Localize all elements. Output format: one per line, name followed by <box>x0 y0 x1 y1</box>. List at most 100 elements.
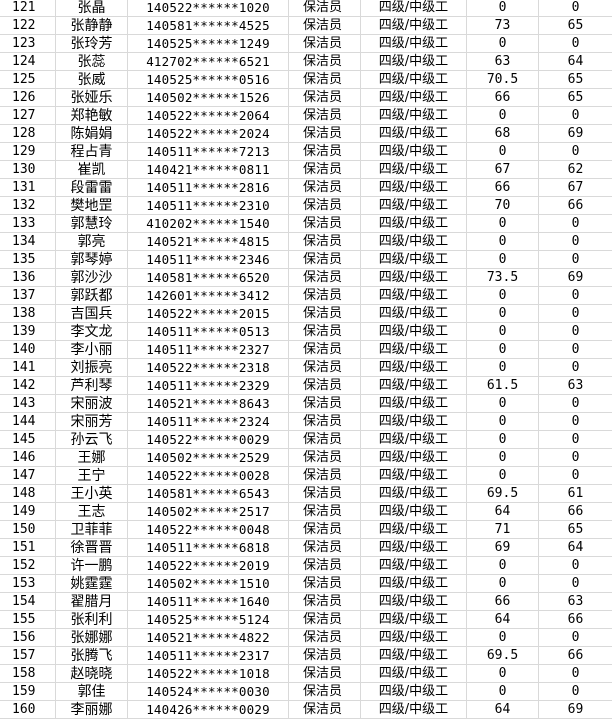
score-2-cell[interactable]: 62 <box>567 162 584 177</box>
score-2-cell[interactable]: 0 <box>571 450 580 465</box>
grade-cell[interactable]: 四级/中级工 <box>361 233 467 250</box>
name-cell[interactable]: 张玲芳 <box>56 35 128 52</box>
id-number-cell[interactable]: 140511******2324 <box>128 413 289 430</box>
job-title-cell[interactable]: 保洁员 <box>289 377 361 394</box>
score-2-cell[interactable]: 66 <box>567 504 584 519</box>
job-title-cell[interactable]: 保洁员 <box>289 143 361 160</box>
job-title-cell[interactable]: 保洁员 <box>289 71 361 88</box>
grade-cell[interactable]: 四级/中级工 <box>361 629 467 646</box>
job-title-cell[interactable]: 保洁员 <box>289 323 361 340</box>
grade-cell[interactable]: 四级/中级工 <box>361 341 467 358</box>
score-1-cell[interactable]: 0 <box>467 35 539 52</box>
score-2-cell[interactable]: 63 <box>567 378 584 393</box>
score-1-cell[interactable]: 68 <box>467 125 539 142</box>
row-number-cell[interactable]: 133 <box>0 215 56 232</box>
row-number-cell[interactable]: 149 <box>0 503 56 520</box>
grade-cell[interactable]: 四级/中级工 <box>361 395 467 412</box>
id-number-cell[interactable]: 140511******2310 <box>128 197 289 214</box>
name-cell[interactable]: 吉国兵 <box>56 305 128 322</box>
grade-cell[interactable]: 四级/中级工 <box>361 467 467 484</box>
name-cell[interactable]: 郭沙沙 <box>56 269 128 286</box>
row-number-cell[interactable]: 155 <box>0 611 56 628</box>
job-title-cell[interactable]: 保洁员 <box>289 233 361 250</box>
job-title-cell[interactable]: 保洁员 <box>289 161 361 178</box>
score-1-cell[interactable]: 66 <box>467 89 539 106</box>
id-number-cell[interactable]: 140511******2346 <box>128 251 289 268</box>
id-number-cell[interactable]: 140525******5124 <box>128 611 289 628</box>
id-number-cell[interactable]: 140581******6520 <box>128 269 289 286</box>
score-2-cell[interactable]: 0 <box>571 288 580 303</box>
id-number-cell[interactable]: 412702******6521 <box>128 53 289 70</box>
job-title-cell[interactable]: 保洁员 <box>289 521 361 538</box>
id-number-cell[interactable]: 140522******1020 <box>128 0 289 16</box>
job-title-cell[interactable]: 保洁员 <box>289 413 361 430</box>
score-2-cell[interactable]: 65 <box>567 522 584 537</box>
grade-cell[interactable]: 四级/中级工 <box>361 215 467 232</box>
job-title-cell[interactable]: 保洁员 <box>289 215 361 232</box>
score-2-cell[interactable]: 69 <box>567 270 584 285</box>
grade-cell[interactable]: 四级/中级工 <box>361 557 467 574</box>
score-1-cell[interactable]: 66 <box>467 179 539 196</box>
name-cell[interactable]: 翟腊月 <box>56 593 128 610</box>
name-cell[interactable]: 徐晋晋 <box>56 539 128 556</box>
id-number-cell[interactable]: 140511******7213 <box>128 143 289 160</box>
score-2-cell[interactable]: 66 <box>567 612 584 627</box>
id-number-cell[interactable]: 140522******0028 <box>128 467 289 484</box>
score-1-cell[interactable]: 64 <box>467 503 539 520</box>
score-1-cell[interactable]: 64 <box>467 611 539 628</box>
id-number-cell[interactable]: 140511******2317 <box>128 647 289 664</box>
grade-cell[interactable]: 四级/中级工 <box>361 125 467 142</box>
score-1-cell[interactable]: 0 <box>467 359 539 376</box>
score-1-cell[interactable]: 0 <box>467 467 539 484</box>
name-cell[interactable]: 张娜娜 <box>56 629 128 646</box>
id-number-cell[interactable]: 140421******0811 <box>128 161 289 178</box>
row-number-cell[interactable]: 128 <box>0 125 56 142</box>
score-1-cell[interactable]: 0 <box>467 683 539 700</box>
score-2-cell[interactable]: 61 <box>567 486 584 501</box>
job-title-cell[interactable]: 保洁员 <box>289 53 361 70</box>
id-number-cell[interactable]: 140525******0516 <box>128 71 289 88</box>
name-cell[interactable]: 张娅乐 <box>56 89 128 106</box>
score-1-cell[interactable]: 66 <box>467 593 539 610</box>
name-cell[interactable]: 张腾飞 <box>56 647 128 664</box>
id-number-cell[interactable]: 140502******1510 <box>128 575 289 592</box>
name-cell[interactable]: 郭琴婷 <box>56 251 128 268</box>
name-cell[interactable]: 樊地罡 <box>56 197 128 214</box>
score-2-cell[interactable]: 0 <box>571 684 580 699</box>
score-2-cell[interactable]: 0 <box>571 342 580 357</box>
name-cell[interactable]: 陈娟娟 <box>56 125 128 142</box>
row-number-cell[interactable]: 132 <box>0 197 56 214</box>
score-1-cell[interactable]: 0 <box>467 413 539 430</box>
name-cell[interactable]: 郑艳敏 <box>56 107 128 124</box>
id-number-cell[interactable]: 140522******2024 <box>128 125 289 142</box>
name-cell[interactable]: 郭慧玲 <box>56 215 128 232</box>
id-number-cell[interactable]: 140525******1249 <box>128 35 289 52</box>
id-number-cell[interactable]: 140522******2064 <box>128 107 289 124</box>
id-number-cell[interactable]: 140511******1640 <box>128 593 289 610</box>
id-number-cell[interactable]: 140522******0029 <box>128 431 289 448</box>
name-cell[interactable]: 郭亮 <box>56 233 128 250</box>
name-cell[interactable]: 王志 <box>56 503 128 520</box>
grade-cell[interactable]: 四级/中级工 <box>361 0 467 16</box>
score-1-cell[interactable]: 0 <box>467 395 539 412</box>
score-1-cell[interactable]: 0 <box>467 665 539 682</box>
grade-cell[interactable]: 四级/中级工 <box>361 683 467 700</box>
row-number-cell[interactable]: 140 <box>0 341 56 358</box>
id-number-cell[interactable]: 142601******3412 <box>128 287 289 304</box>
grade-cell[interactable]: 四级/中级工 <box>361 35 467 52</box>
name-cell[interactable]: 郭佳 <box>56 683 128 700</box>
id-number-cell[interactable]: 140521******4815 <box>128 233 289 250</box>
grade-cell[interactable]: 四级/中级工 <box>361 413 467 430</box>
job-title-cell[interactable]: 保洁员 <box>289 395 361 412</box>
grade-cell[interactable]: 四级/中级工 <box>361 161 467 178</box>
row-number-cell[interactable]: 131 <box>0 179 56 196</box>
grade-cell[interactable]: 四级/中级工 <box>361 197 467 214</box>
name-cell[interactable]: 王宁 <box>56 467 128 484</box>
score-1-cell[interactable]: 0 <box>467 107 539 124</box>
job-title-cell[interactable]: 保洁员 <box>289 269 361 286</box>
score-2-cell[interactable]: 0 <box>571 576 580 591</box>
row-number-cell[interactable]: 141 <box>0 359 56 376</box>
score-1-cell[interactable]: 0 <box>467 143 539 160</box>
grade-cell[interactable]: 四级/中级工 <box>361 179 467 196</box>
grade-cell[interactable]: 四级/中级工 <box>361 485 467 502</box>
